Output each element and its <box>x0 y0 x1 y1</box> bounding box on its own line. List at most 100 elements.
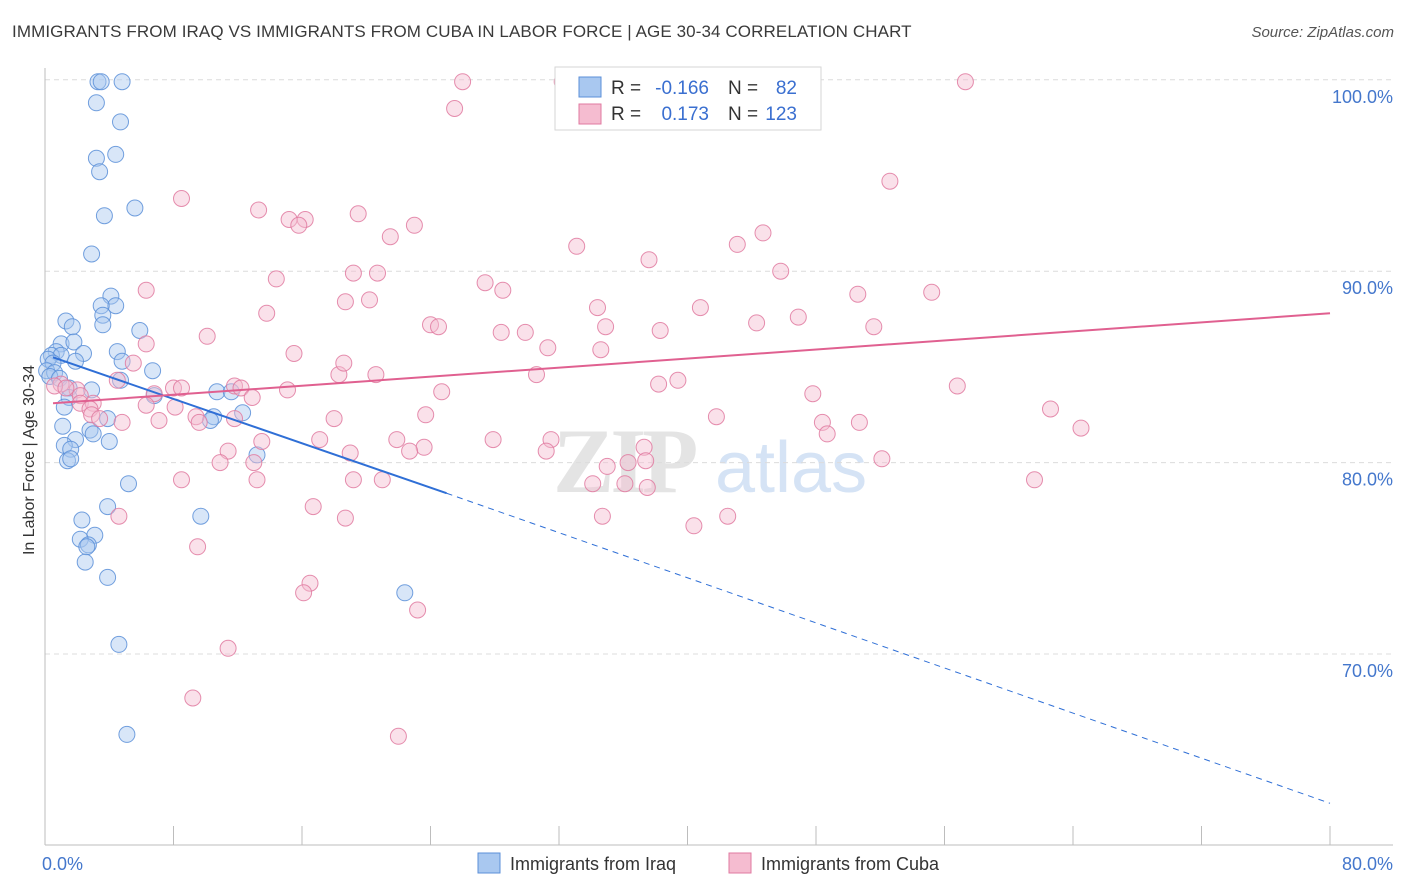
cuba-point-36 <box>492 323 510 341</box>
iraq-point-7 <box>91 163 109 181</box>
cuba-point-33 <box>430 318 447 336</box>
iraq-point-47 <box>54 417 72 435</box>
cuba-point-91 <box>401 442 419 460</box>
cuba-point-80 <box>1042 400 1059 418</box>
cuba-point-105 <box>584 475 602 493</box>
cuba-point-40 <box>198 327 216 345</box>
cuba-point-48 <box>669 371 687 389</box>
cuba-point-81 <box>850 413 868 431</box>
cuba-point-104 <box>616 475 634 493</box>
cuba-point-110 <box>719 507 737 525</box>
cuba-point-73 <box>113 413 131 431</box>
cuba-point-8 <box>296 211 314 228</box>
cuba-point-47 <box>528 366 545 384</box>
y-tick-label-80: 80.0% <box>1342 470 1393 490</box>
cuba-point-43 <box>285 345 303 362</box>
cuba-point-14 <box>568 237 586 255</box>
cuba-point-120 <box>389 727 407 745</box>
source-label: Source: ZipAtlas.com <box>1251 24 1394 41</box>
cuba-point-114 <box>189 538 207 556</box>
legend-swatch-iraq <box>578 76 602 98</box>
cuba-point-11 <box>405 216 423 234</box>
cuba-point-28 <box>589 299 606 317</box>
cuba-point-111 <box>110 507 128 525</box>
cuba-point-119 <box>184 689 202 707</box>
cuba-point-86 <box>484 431 502 449</box>
cuba-point-84 <box>311 431 329 449</box>
cuba-point-49 <box>650 375 668 393</box>
iraq-point-27 <box>67 352 84 370</box>
cuba-point-19 <box>267 270 285 288</box>
iraq-point-6 <box>87 149 105 167</box>
iraq-point-65 <box>76 553 94 571</box>
cuba-point-50 <box>948 377 966 395</box>
cuba-point-16 <box>640 251 658 269</box>
cuba-point-39 <box>651 322 669 339</box>
cuba-point-100 <box>173 471 190 489</box>
iraq-point-9 <box>95 207 113 225</box>
cuba-point-15 <box>728 235 746 253</box>
y-tick-label-100: 100.0% <box>1332 87 1393 107</box>
iraq-point-4 <box>112 113 129 131</box>
legend-n-value-cuba: 123 <box>765 104 797 125</box>
iraq-point-17 <box>63 318 81 336</box>
cuba-point-22 <box>137 281 155 299</box>
cuba-point-27 <box>336 293 354 311</box>
cuba-point-74 <box>150 412 168 429</box>
watermark-zip: ZIP <box>553 410 696 512</box>
watermark-atlas: atlas <box>715 428 867 508</box>
iraq-point-64 <box>78 538 96 556</box>
cuba-point-78 <box>707 408 725 426</box>
cuba-point-82 <box>818 425 836 443</box>
cuba-point-95 <box>245 454 263 472</box>
cuba-point-57 <box>279 381 296 399</box>
iraq-point-8 <box>126 199 144 217</box>
legend-r-value-cuba: 0.173 <box>661 104 709 125</box>
cuba-point-108 <box>304 498 322 516</box>
series-legend-label-cuba: Immigrants from Cuba <box>761 854 940 874</box>
cuba-point-6 <box>250 201 268 219</box>
cuba-point-88 <box>635 438 653 456</box>
cuba-point-20 <box>476 274 494 292</box>
series-legend-label-iraq: Immigrants from Iraq <box>510 854 676 874</box>
correlation-legend: R = -0.166 N = 82 R = 0.173 N = 123 <box>554 66 822 131</box>
iraq-point-5 <box>107 145 125 163</box>
iraq-point-50 <box>67 431 84 449</box>
cuba-point-56 <box>232 379 250 397</box>
cuba-point-76 <box>190 413 208 431</box>
cuba-point-30 <box>258 304 276 322</box>
cuba-point-94 <box>211 454 229 472</box>
cuba-point-109 <box>593 507 611 525</box>
trend-line-iraq-projection <box>446 492 1331 804</box>
cuba-point-112 <box>336 509 354 527</box>
cuba-point-121 <box>137 335 155 353</box>
cuba-point-115 <box>301 574 319 592</box>
cuba-point-98 <box>873 450 891 468</box>
trend-lines <box>52 312 1331 804</box>
cuba-point-41 <box>539 339 557 357</box>
cuba-point-106 <box>1026 471 1043 489</box>
cuba-point-125 <box>804 385 822 403</box>
legend-n-label-iraq: N = <box>728 78 758 99</box>
legend-r-label-iraq: R = <box>611 78 641 99</box>
cuba-point-12 <box>381 228 399 246</box>
cuba-point-34 <box>597 318 615 336</box>
axes <box>44 68 1393 846</box>
iraq-point-12 <box>107 297 125 315</box>
cuba-point-83 <box>1072 419 1090 437</box>
y-tick-labels: 70.0% 80.0% 90.0% 100.0% <box>1332 87 1393 681</box>
cuba-point-103 <box>373 471 391 489</box>
cuba-point-97 <box>619 454 637 472</box>
cuba-point-101 <box>248 471 266 489</box>
iraq-point-67 <box>396 584 414 602</box>
series-legend: Immigrants from Iraq Immigrants from Cub… <box>477 852 940 874</box>
y-axis-title: In Labor Force | Age 30-34 <box>21 365 38 555</box>
iraq-point-29 <box>113 352 131 370</box>
iraq-point-57 <box>120 475 137 493</box>
cuba-point-54 <box>173 379 190 397</box>
cuba-point-77 <box>325 410 343 428</box>
cuba-point-75 <box>226 410 243 428</box>
trend-line-cuba <box>52 312 1331 405</box>
cuba-point-4 <box>881 172 899 190</box>
cuba-point-64 <box>71 394 89 412</box>
